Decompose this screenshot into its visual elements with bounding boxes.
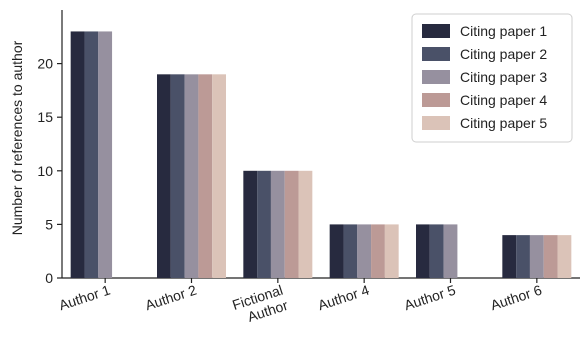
bar [516,235,530,278]
legend-swatch [422,47,450,61]
bar [557,235,572,278]
bar [384,224,399,278]
bar [371,224,385,278]
legend-frame [411,13,573,143]
plot-area: 0 5 10 15 20 Author 1 Author 2 FictionalAuthor A… [37,10,580,329]
legend-label: Citing paper 5 [460,115,547,131]
bar [298,170,313,278]
y-axis-label: Number of references to author [9,40,25,235]
bar [184,74,199,278]
x-tick-label: Author 6 [488,282,543,314]
bar [170,74,185,278]
bar [329,224,344,278]
bar [416,224,430,278]
y-tick-label: 10 [37,163,53,179]
legend-swatch [422,116,450,130]
bar [357,224,372,278]
x-tick-label: Author 1 [57,282,112,314]
bar [343,224,358,278]
legend-label: Citing paper 1 [460,23,547,39]
bar [243,170,258,278]
x-tick-label: Author 2 [143,282,198,314]
bar [70,31,85,278]
y-tick-label: 15 [37,109,53,125]
x-tick-label: FictionalAuthor [230,282,290,329]
bar [198,74,213,278]
y-tick-label: 5 [45,216,53,232]
bar [429,224,444,278]
bar [529,235,544,278]
legend-label: Citing paper 4 [460,92,547,108]
bar [502,235,517,278]
y-tick-label: 20 [37,56,53,72]
legend-swatch [422,93,450,107]
bar [270,170,285,278]
bar [84,31,99,278]
bar [98,31,113,278]
legend: Citing paper 1 Citing paper 2 Citing paper… [411,13,573,143]
legend-label: Citing paper 2 [460,46,547,62]
x-tick-label: Author 5 [402,282,457,314]
legend-swatch [422,70,450,84]
bar [212,74,226,278]
bar [543,235,558,278]
bar [257,170,271,278]
legend-label: Citing paper 3 [460,69,547,85]
bar [157,74,171,278]
bar [284,170,299,278]
x-tick-label: Author 4 [316,282,371,314]
legend-swatch [422,24,450,38]
y-tick-label: 0 [45,270,53,286]
bar [443,224,458,278]
